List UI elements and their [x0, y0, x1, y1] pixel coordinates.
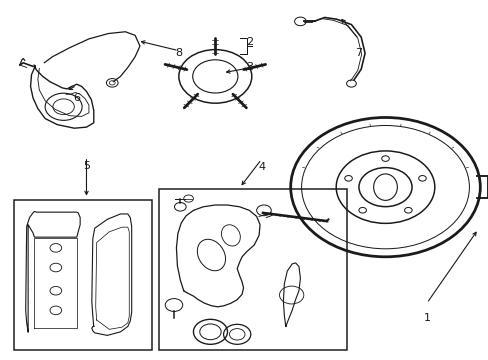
Text: 7: 7 [354, 48, 362, 58]
Bar [159, 189, 346, 350]
Bar [14, 200, 152, 350]
Text: 5: 5 [83, 161, 90, 171]
Text: 8: 8 [175, 48, 182, 58]
Text: 1: 1 [423, 312, 429, 323]
Text: 2: 2 [245, 37, 252, 48]
Text: 6: 6 [73, 93, 80, 103]
Text: 4: 4 [258, 162, 264, 172]
Text: 3: 3 [245, 63, 252, 72]
